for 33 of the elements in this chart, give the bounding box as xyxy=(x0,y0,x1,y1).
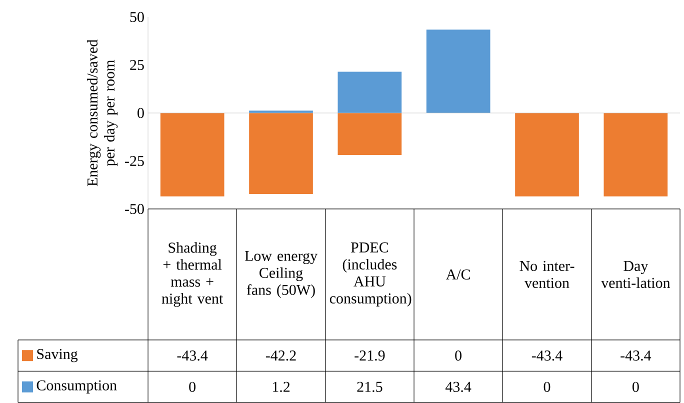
y-tick-label: -50 xyxy=(125,204,144,214)
data-label: 0 xyxy=(455,350,462,361)
y-axis-title: Energy consumed/saved per day per room xyxy=(86,40,118,186)
data-label: 0 xyxy=(544,382,550,392)
y-tick-label: -25 xyxy=(125,156,144,166)
bar xyxy=(515,112,579,196)
bar xyxy=(604,112,668,196)
data-label: 21.5 xyxy=(357,382,382,392)
bar xyxy=(338,72,402,113)
bar xyxy=(160,112,224,196)
x-tick-label: PDEC (includes AHU consumption) xyxy=(330,242,412,307)
data-label: -43.4 xyxy=(620,350,652,361)
x-tick-label: A/C xyxy=(446,269,470,280)
data-label: -43.4 xyxy=(177,350,208,361)
data-label: 43.4 xyxy=(445,382,472,392)
x-tick-label: No inter-vention xyxy=(520,260,574,288)
y-tick-label: 0 xyxy=(138,108,144,118)
data-label: 1.2 xyxy=(272,382,290,392)
y-tick-label: 50 xyxy=(130,12,144,22)
x-tick-label: Low energy Ceiling fans (50W) xyxy=(244,250,318,298)
data-label: 0 xyxy=(632,382,639,392)
bar xyxy=(426,30,490,113)
bar xyxy=(338,112,402,156)
data-label: -43.4 xyxy=(532,350,562,361)
data-label: -42.2 xyxy=(266,350,296,361)
x-tick-label: Day venti-lation xyxy=(601,261,670,288)
legend-label: Saving xyxy=(37,349,78,362)
y-tick-label: 25 xyxy=(130,60,144,70)
x-tick-label: Shading + thermal mass + night vent xyxy=(162,242,224,307)
legend-label: Consumption xyxy=(36,380,117,394)
bar xyxy=(249,112,313,194)
data-label: -21.9 xyxy=(354,350,385,361)
data-label: 0 xyxy=(189,382,196,392)
